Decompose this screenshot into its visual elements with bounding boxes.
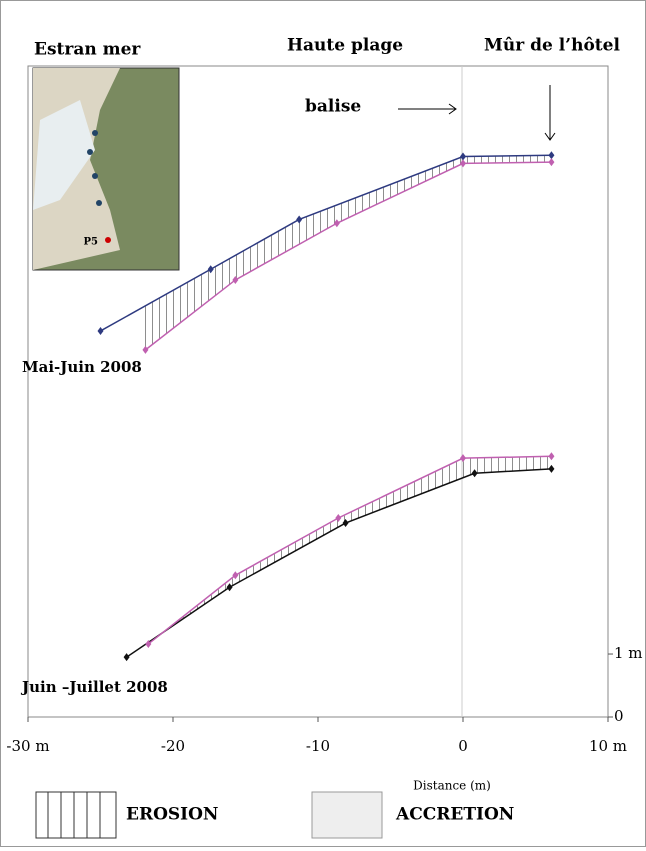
arrow	[544, 85, 556, 141]
annotation: Mûr de l’hôtel	[484, 36, 620, 56]
point	[471, 469, 478, 478]
point	[123, 653, 130, 662]
legend-erosion-swatch	[35, 791, 117, 839]
y-tick-label: 1 m	[614, 644, 643, 662]
legend-label: EROSION	[126, 805, 218, 825]
point	[460, 152, 466, 161]
annotation: balise	[305, 97, 361, 117]
point	[335, 513, 342, 522]
point	[232, 275, 239, 284]
annotation: Haute plage	[287, 36, 403, 56]
y-tick-label: 0	[614, 707, 624, 725]
point	[548, 151, 555, 160]
legend-hatch	[47, 792, 101, 838]
point	[97, 326, 104, 335]
point	[296, 215, 303, 224]
x-axis-label: Distance (m)	[413, 779, 491, 793]
x-tick-label: 10 m	[589, 737, 627, 755]
x-tick-label: -20	[161, 737, 185, 755]
point	[142, 345, 149, 354]
x-tick-label: -30 m	[6, 737, 49, 755]
hatching	[145, 155, 545, 350]
legend-accretion-swatch	[311, 791, 383, 839]
point	[548, 452, 555, 461]
annotation: Mai-Juin 2008	[22, 358, 142, 376]
legend-label: ACCRETION	[395, 805, 514, 825]
arrow	[398, 103, 457, 115]
point	[207, 265, 214, 274]
annotation: Juin –Juillet 2008	[20, 678, 168, 696]
point	[548, 464, 555, 473]
inset-map: P5	[32, 67, 180, 271]
point	[460, 454, 466, 463]
legend: EROSION ACCRETION	[35, 791, 514, 839]
point	[342, 519, 349, 528]
point	[232, 571, 239, 580]
x-tick-label: -10	[306, 737, 330, 755]
x-tick-label: 0	[458, 737, 468, 755]
point	[460, 159, 466, 168]
annotation: Estran mer	[34, 40, 141, 60]
inset-label: P5	[84, 237, 99, 248]
point	[226, 583, 233, 592]
point	[145, 639, 152, 648]
point	[548, 158, 555, 167]
point	[333, 219, 340, 228]
